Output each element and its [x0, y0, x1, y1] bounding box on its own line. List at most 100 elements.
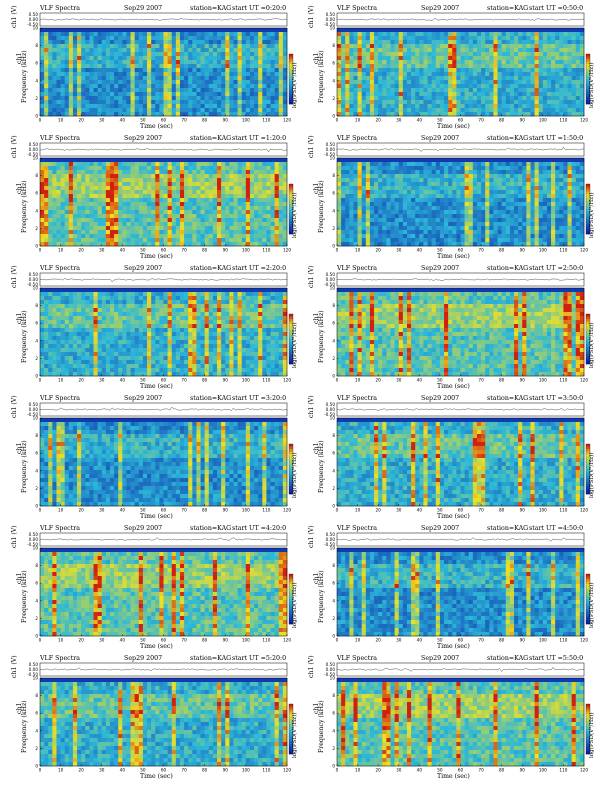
heatmap-cell [427, 32, 432, 37]
heatmap-cell [159, 210, 164, 215]
heatmap-cell [85, 190, 90, 195]
heatmap-cell [196, 242, 201, 247]
heatmap-cell [505, 170, 511, 175]
heatmap-cell [345, 44, 350, 49]
heatmap-cell [134, 44, 140, 49]
heatmap-cell [204, 52, 210, 57]
heatmap-cell [229, 230, 234, 235]
heatmap-cell [254, 178, 259, 183]
heatmap-cell [551, 198, 556, 203]
heatmap-cell [208, 158, 214, 163]
heatmap-cell [262, 226, 267, 231]
colorbar-step [289, 66, 293, 70]
heatmap-cell [130, 40, 135, 45]
heatmap-cell [229, 100, 234, 105]
heatmap-cell [526, 174, 531, 179]
heatmap-cell [386, 56, 391, 61]
heatmap-cell [192, 194, 197, 199]
heatmap-cell [241, 174, 247, 179]
heatmap-cell [56, 222, 61, 227]
heatmap-cell [56, 40, 61, 45]
heatmap-cell [378, 112, 383, 117]
heatmap-cell [559, 178, 564, 183]
heatmap-cell [93, 222, 98, 227]
heatmap-cell [237, 92, 243, 97]
heatmap-cell [151, 158, 156, 163]
heatmap-cell [341, 28, 346, 33]
heatmap-cell [476, 108, 482, 113]
heatmap-cell [212, 178, 218, 183]
heatmap-cell [402, 206, 408, 211]
heatmap-cell [179, 88, 185, 93]
heatmap-cell [476, 190, 482, 195]
heatmap-cell [249, 60, 255, 65]
heatmap-cell [167, 178, 173, 183]
heatmap-cell [249, 104, 255, 109]
colorbar-step [586, 96, 590, 100]
heatmap-cell [229, 112, 234, 117]
heatmap-cell [435, 190, 441, 195]
heatmap-cell [341, 206, 346, 211]
heatmap-cell [341, 108, 346, 113]
heatmap-cell [374, 56, 379, 61]
heatmap-cell [188, 182, 193, 187]
heatmap-cell [52, 166, 57, 171]
heatmap-cell [171, 108, 177, 113]
heatmap-cell [175, 80, 181, 85]
heatmap-cell [217, 162, 222, 167]
heatmap-cell [85, 166, 90, 171]
heatmap-cell [509, 68, 515, 73]
heatmap-cell [155, 174, 160, 179]
heatmap-cell [97, 40, 103, 45]
heatmap-cell [282, 190, 288, 195]
heatmap-cell [217, 56, 222, 61]
spectrogram-panel: VLF Spectra Sep29 2007 station=KAG start UT… [10, 134, 300, 262]
heatmap-cell [233, 238, 238, 243]
heatmap-cell [122, 222, 127, 227]
heatmap-cell [249, 206, 255, 211]
heatmap-cell [567, 194, 572, 199]
heatmap-cell [77, 40, 82, 45]
heatmap-cell [341, 96, 346, 101]
heatmap-cell [64, 222, 70, 227]
heatmap-cell [130, 68, 135, 73]
heatmap-cell [394, 60, 400, 65]
heatmap-cell [229, 80, 234, 85]
heatmap-cell [159, 60, 164, 65]
heatmap-cell [390, 198, 395, 203]
heatmap-cell [398, 198, 404, 203]
heatmap-cell [534, 36, 540, 41]
heatmap-cell [542, 202, 548, 207]
heatmap-cell [365, 210, 371, 215]
heatmap-cell [489, 36, 494, 41]
heatmap-cell [192, 36, 197, 41]
heatmap-cell [97, 158, 103, 163]
heatmap-cell [254, 166, 259, 171]
heatmap-cell [406, 166, 412, 171]
heatmap-cell [101, 40, 107, 45]
heatmap-cell [81, 234, 86, 239]
heatmap-cell [233, 72, 238, 77]
heatmap-cell [337, 202, 342, 207]
heatmap-cell [233, 80, 238, 85]
heatmap-cell [345, 186, 350, 191]
heatmap-cell [262, 60, 267, 65]
heatmap-cell [468, 112, 474, 117]
heatmap-cell [44, 76, 49, 81]
heatmap-cell [171, 28, 177, 33]
heatmap-cell [217, 186, 222, 191]
heatmap-cell [369, 28, 375, 33]
heatmap-cell [452, 32, 457, 37]
heatmap-cell [44, 68, 49, 73]
heatmap-cell [258, 166, 263, 171]
heatmap-cell [398, 84, 404, 89]
heatmap-cell [365, 76, 371, 81]
heatmap-cell [411, 194, 416, 199]
heatmap-cell [575, 186, 581, 191]
heatmap-cell [559, 108, 564, 113]
heatmap-cell [118, 166, 123, 171]
heatmap-cell [217, 52, 222, 57]
heatmap-cell [464, 40, 470, 45]
heatmap-cell [44, 60, 49, 65]
heatmap-cell [159, 214, 164, 219]
